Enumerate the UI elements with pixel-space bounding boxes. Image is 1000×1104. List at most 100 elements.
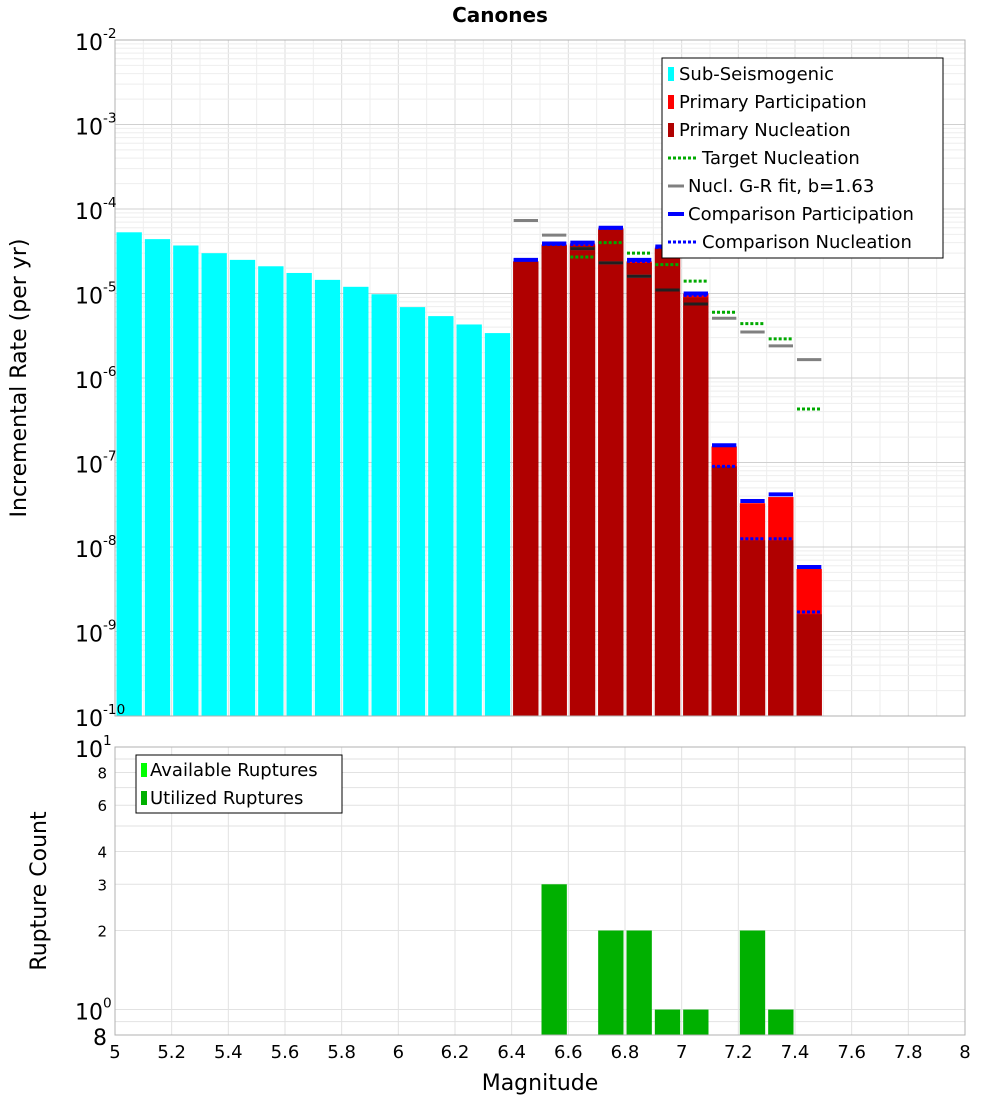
y-tick-label-base: 10	[75, 31, 103, 56]
y-tick-label: 4	[97, 843, 107, 861]
series-primary-nucleation	[513, 229, 822, 717]
legend-entry: Available Ruptures	[141, 760, 318, 781]
legend-bottom: Available Ruptures Utilized Ruptures	[135, 754, 343, 814]
bar-sub-seismogenic	[229, 259, 256, 716]
legend-label: Utilized Ruptures	[150, 788, 303, 809]
x-tick-label: 6.2	[441, 1042, 470, 1063]
legend-entry: Primary Nucleation	[668, 120, 851, 141]
bar-primary-nucleation	[626, 262, 652, 716]
legend-entry: Comparison Participation	[668, 204, 914, 225]
x-tick-label: 8	[959, 1042, 970, 1063]
legend-box	[135, 754, 343, 814]
y-tick-label-exponent: -10	[103, 702, 125, 718]
bar-sub-seismogenic	[173, 245, 199, 717]
x-tick-label: 7	[676, 1042, 687, 1063]
y-tick-label: 8	[97, 764, 107, 782]
legend-label: Primary Nucleation	[679, 120, 851, 141]
bar-sub-seismogenic	[144, 239, 171, 717]
legend-swatch	[668, 123, 674, 137]
x-tick-label: 5.4	[214, 1042, 243, 1063]
legend-swatch	[668, 95, 674, 109]
y-axis-label-bottom: Rupture Count	[27, 811, 52, 971]
legend-label: Target Nucleation	[701, 148, 860, 169]
y-tick-label-base: 10	[75, 285, 103, 310]
bar-sub-seismogenic	[286, 272, 312, 716]
bar-utilized-ruptures	[739, 930, 766, 1035]
y-tick-label: 3	[97, 876, 107, 894]
legend-entry: Primary Participation	[668, 92, 867, 113]
bottom-plot-border	[114, 746, 966, 1036]
bar-primary-nucleation	[541, 245, 567, 717]
y-tick-label: 6	[97, 797, 107, 815]
x-tick-labels: 5 5.2 5.4 5.6 5.8 6 6.2 6.4 6.6 6.8 7 7.2 7.4 7.6 7.8 8	[109, 1042, 970, 1063]
y-tick-label-exponent: -9	[103, 617, 117, 633]
bar-primary-nucleation	[683, 297, 709, 716]
x-tick-label: 7.4	[781, 1042, 810, 1063]
bar-primary-nucleation	[796, 614, 822, 716]
y-tick-label-base: 10	[75, 623, 103, 648]
x-tick-label: 5.8	[327, 1042, 356, 1063]
y-tick-label-exponent: 0	[103, 995, 112, 1011]
y-tick-label-base: 10	[75, 538, 103, 563]
chart-title: Canones	[452, 3, 548, 27]
top-gridlines	[114, 40, 966, 717]
x-tick-label: 6	[393, 1042, 404, 1063]
legend-entry: Comparison Nucleation	[668, 232, 912, 253]
y-tick-label-base: 10	[75, 116, 103, 141]
legend-box	[661, 57, 944, 259]
bar-sub-seismogenic	[201, 253, 227, 716]
bar-sub-seismogenic	[314, 279, 341, 716]
y-tick-label-base: 10	[75, 454, 103, 479]
y-tick-label: 10 -8	[75, 533, 117, 563]
y-tick-label: 10 1	[75, 733, 112, 763]
bar-utilized-ruptures	[541, 884, 567, 1035]
top-plot-border	[114, 39, 966, 717]
bar-utilized-ruptures	[654, 1009, 681, 1035]
series-fit-on-bars-	[570, 247, 708, 306]
bar-utilized-ruptures	[683, 1009, 709, 1035]
legend-top: Sub-Seismogenic Primary Participation Prim…	[661, 57, 944, 259]
y-tick-label: 10 -7	[75, 448, 117, 478]
x-tick-label: 5	[109, 1042, 120, 1063]
bar-utilized-ruptures	[626, 930, 652, 1035]
y-tick-label-exponent: -6	[103, 364, 117, 380]
legend-label: Comparison Participation	[688, 204, 914, 225]
bar-primary-nucleation	[598, 229, 624, 716]
legend-swatch	[141, 791, 147, 805]
y-tick-label-base: 10	[75, 738, 103, 763]
series-sub-seismogenic	[116, 232, 511, 717]
series-utilized-ruptures	[541, 884, 794, 1035]
legend-label: Nucl. G-R fit, b=1.63	[688, 176, 874, 197]
bar-primary-nucleation	[768, 540, 794, 716]
y-tick-label: 10 -5	[75, 279, 117, 309]
y-tick-label-exponent: -4	[103, 195, 117, 211]
x-axis-label: Magnitude	[482, 1071, 599, 1096]
y-tick-label-base: 10	[75, 200, 103, 225]
bar-primary-nucleation	[711, 466, 737, 716]
x-tick-label: 7.2	[724, 1042, 753, 1063]
bar-sub-seismogenic	[343, 286, 369, 716]
x-tick-label: 6.8	[611, 1042, 640, 1063]
y-tick-label-base: 10	[75, 1001, 103, 1026]
y-tick-label: 10 -9	[75, 617, 117, 647]
x-tick-label: 7.6	[837, 1042, 866, 1063]
y-tick-label: 10 -4	[75, 195, 117, 225]
y-tick-label: 8	[93, 1026, 107, 1051]
bar-utilized-ruptures	[598, 930, 624, 1035]
y-tick-label-exponent: 1	[103, 733, 112, 749]
bar-primary-nucleation	[569, 245, 596, 717]
legend-entry: Target Nucleation	[668, 148, 860, 169]
y-tick-label-exponent: -2	[103, 26, 117, 42]
bar-sub-seismogenic	[371, 294, 397, 716]
bar-sub-seismogenic	[484, 333, 511, 716]
legend-entry: Nucl. G-R fit, b=1.63	[668, 176, 874, 197]
y-tick-label: 10 -10	[75, 702, 125, 732]
x-tick-label: 6.6	[554, 1042, 583, 1063]
bar-sub-seismogenic	[456, 324, 482, 716]
x-tick-label: 5.6	[271, 1042, 300, 1063]
bar-sub-seismogenic	[258, 266, 284, 716]
